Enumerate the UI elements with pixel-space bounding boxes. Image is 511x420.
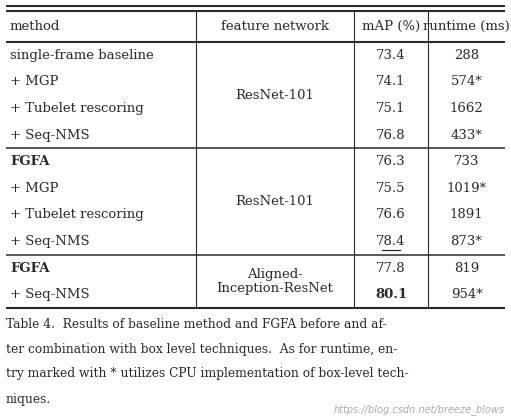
- Text: 76.6: 76.6: [376, 208, 406, 221]
- Text: 78.4: 78.4: [376, 235, 406, 248]
- Text: 733: 733: [454, 155, 479, 168]
- Text: 433*: 433*: [451, 129, 482, 142]
- Text: + Tubelet rescoring: + Tubelet rescoring: [10, 102, 144, 115]
- Text: + MGP: + MGP: [10, 76, 58, 88]
- Text: runtime (ms): runtime (ms): [423, 20, 510, 33]
- Text: + Seq-NMS: + Seq-NMS: [10, 129, 89, 142]
- Text: 1662: 1662: [450, 102, 483, 115]
- Text: Aligned-: Aligned-: [247, 268, 303, 281]
- Text: ResNet-101: ResNet-101: [236, 89, 314, 102]
- Text: FGFA: FGFA: [10, 155, 50, 168]
- Text: method: method: [10, 20, 60, 33]
- Text: 574*: 574*: [451, 76, 482, 88]
- Text: 77.8: 77.8: [376, 262, 406, 275]
- Text: 75.5: 75.5: [376, 182, 406, 195]
- Text: niques.: niques.: [6, 393, 51, 405]
- Text: 73.4: 73.4: [376, 49, 406, 62]
- Text: 1019*: 1019*: [447, 182, 486, 195]
- Text: 75.1: 75.1: [376, 102, 406, 115]
- Text: 76.8: 76.8: [376, 129, 406, 142]
- Text: Inception-ResNet: Inception-ResNet: [217, 282, 334, 295]
- Text: Table 4.  Results of baseline method and FGFA before and af-: Table 4. Results of baseline method and …: [6, 318, 387, 331]
- Text: single-frame baseline: single-frame baseline: [10, 49, 154, 62]
- Text: + Tubelet rescoring: + Tubelet rescoring: [10, 208, 144, 221]
- Text: ter combination with box level techniques.  As for runtime, en-: ter combination with box level technique…: [6, 342, 398, 355]
- Text: 873*: 873*: [451, 235, 482, 248]
- Text: mAP (%): mAP (%): [362, 20, 420, 33]
- Text: feature network: feature network: [221, 20, 329, 33]
- Text: https://blog.csdn.net/breeze_blows: https://blog.csdn.net/breeze_blows: [334, 404, 505, 415]
- Text: 288: 288: [454, 49, 479, 62]
- Text: 74.1: 74.1: [376, 76, 406, 88]
- Text: 819: 819: [454, 262, 479, 275]
- Text: ResNet-101: ResNet-101: [236, 195, 314, 208]
- Text: 954*: 954*: [451, 288, 482, 301]
- Text: 1891: 1891: [450, 208, 483, 221]
- Text: FGFA: FGFA: [10, 262, 50, 275]
- Text: + Seq-NMS: + Seq-NMS: [10, 235, 89, 248]
- Text: 80.1: 80.1: [375, 288, 407, 301]
- Text: 76.3: 76.3: [376, 155, 406, 168]
- Text: try marked with * utilizes CPU implementation of box-level tech-: try marked with * utilizes CPU implement…: [6, 368, 409, 381]
- Text: + Seq-NMS: + Seq-NMS: [10, 288, 89, 301]
- Text: + MGP: + MGP: [10, 182, 58, 195]
